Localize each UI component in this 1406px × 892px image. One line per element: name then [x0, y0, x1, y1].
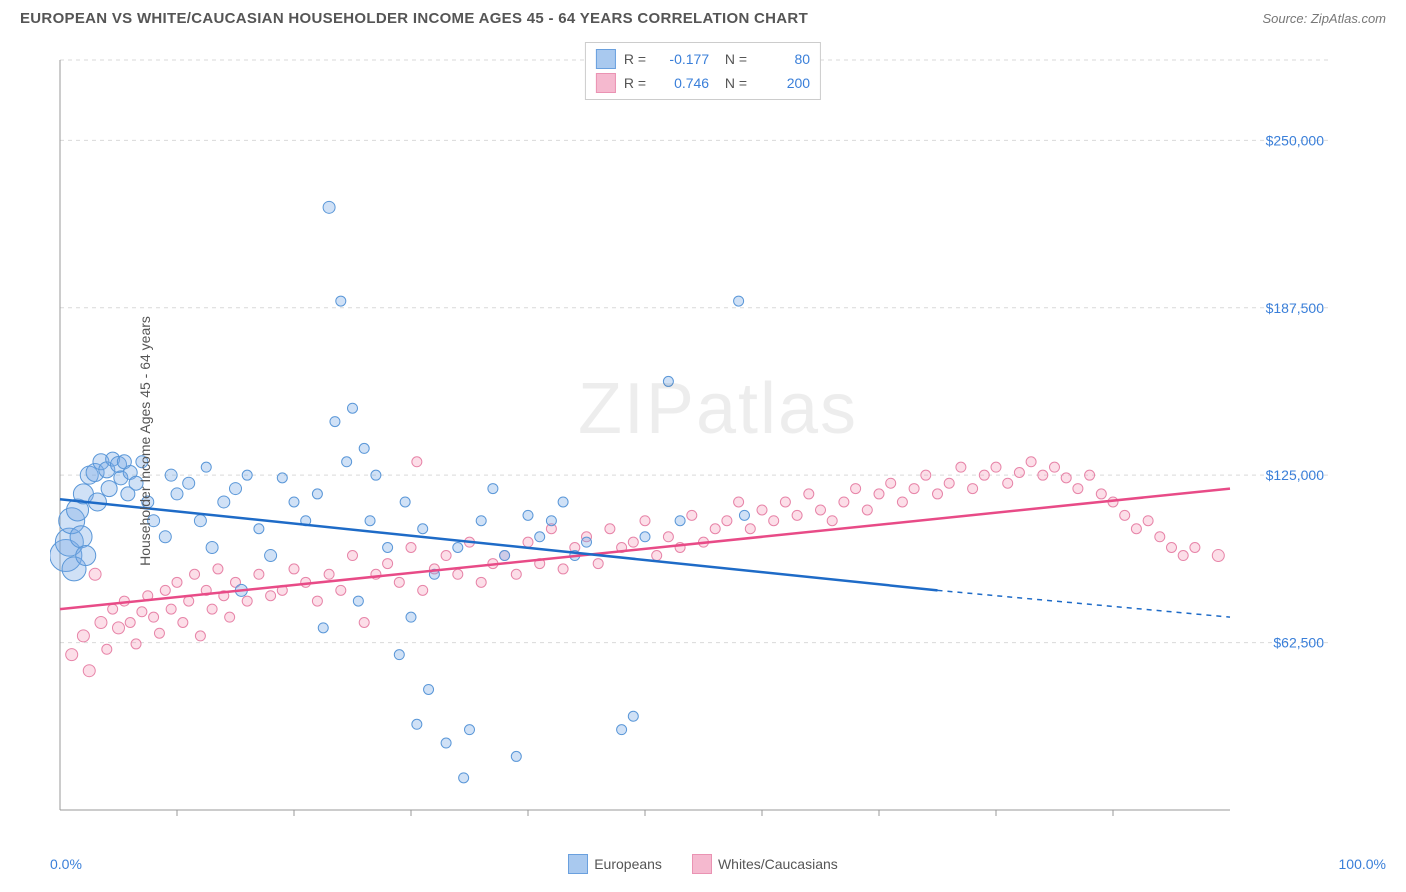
- swatch-whites-icon: [596, 73, 616, 93]
- chart-title: EUROPEAN VS WHITE/CAUCASIAN HOUSEHOLDER …: [20, 10, 808, 27]
- source-label: Source: ZipAtlas.com: [1262, 11, 1386, 26]
- n-label: N =: [717, 51, 747, 67]
- legend-item-whites: Whites/Caucasians: [692, 854, 838, 874]
- svg-text:$62,500: $62,500: [1273, 635, 1324, 651]
- svg-text:$125,000: $125,000: [1266, 467, 1325, 483]
- scatter-plot: $62,500 $125,000 $187,500 $250,000: [50, 40, 1330, 830]
- chart-area: Householder Income Ages 45 - 64 years $6…: [50, 40, 1386, 842]
- legend-row-europeans: R = -0.177 N = 80: [596, 47, 810, 71]
- r-value-whites: 0.746: [654, 75, 709, 91]
- swatch-whites-icon: [692, 854, 712, 874]
- n-value-europeans: 80: [755, 51, 810, 67]
- swatch-europeans-icon: [596, 49, 616, 69]
- legend-row-whites: R = 0.746 N = 200: [596, 71, 810, 95]
- r-label: R =: [624, 75, 646, 91]
- n-label: N =: [717, 75, 747, 91]
- correlation-legend: R = -0.177 N = 80 R = 0.746 N = 200: [585, 42, 821, 100]
- y-axis-label: Householder Income Ages 45 - 64 years: [137, 316, 153, 566]
- r-value-europeans: -0.177: [654, 51, 709, 67]
- legend-label-whites: Whites/Caucasians: [718, 856, 838, 872]
- svg-text:$187,500: $187,500: [1266, 300, 1325, 316]
- swatch-europeans-icon: [568, 854, 588, 874]
- svg-text:$250,000: $250,000: [1266, 132, 1325, 148]
- n-value-whites: 200: [755, 75, 810, 91]
- r-label: R =: [624, 51, 646, 67]
- series-legend: Europeans Whites/Caucasians: [0, 854, 1406, 874]
- legend-label-europeans: Europeans: [594, 856, 662, 872]
- legend-item-europeans: Europeans: [568, 854, 662, 874]
